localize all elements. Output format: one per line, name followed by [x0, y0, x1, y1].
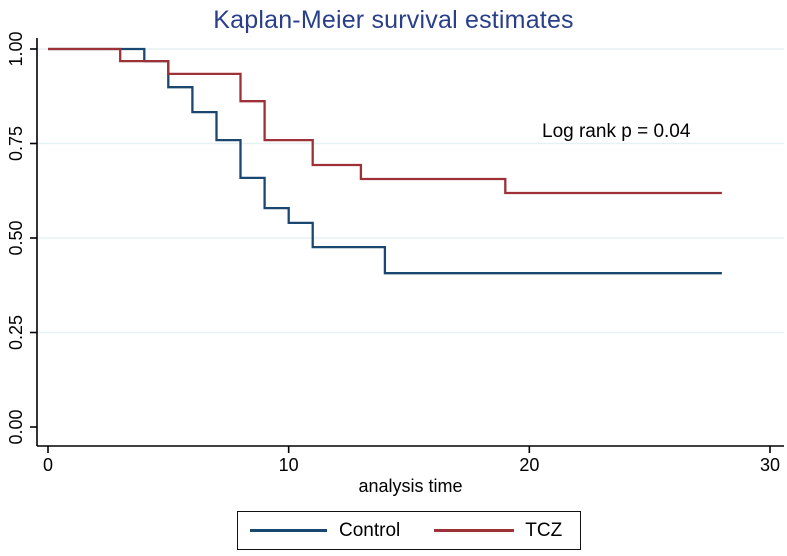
x-tick-label: 30	[760, 455, 780, 475]
x-tick-label: 10	[279, 455, 299, 475]
y-tick-label: 0.00	[6, 409, 26, 444]
survival-curve-control	[48, 47, 722, 275]
chart-title: Kaplan-Meier survival estimates	[213, 6, 574, 34]
survival-curve-tcz	[48, 47, 722, 195]
y-tick-label: 0.50	[6, 220, 26, 255]
y-tick-label: 1.00	[6, 31, 26, 66]
x-axis-label: analysis time	[358, 476, 463, 496]
y-tick-label: 0.25	[6, 315, 26, 350]
legend: Control TCZ	[237, 511, 581, 550]
legend-label-tcz: TCZ	[525, 519, 563, 541]
x-tick-label: 20	[519, 455, 539, 475]
legend-line-control	[250, 529, 327, 532]
legend-label-control: Control	[339, 519, 401, 541]
x-tick-label: 0	[43, 455, 53, 475]
y-tick-label: 0.75	[6, 126, 26, 161]
logrank-annotation: Log rank p = 0.04	[542, 121, 691, 142]
legend-line-tcz	[434, 529, 515, 532]
